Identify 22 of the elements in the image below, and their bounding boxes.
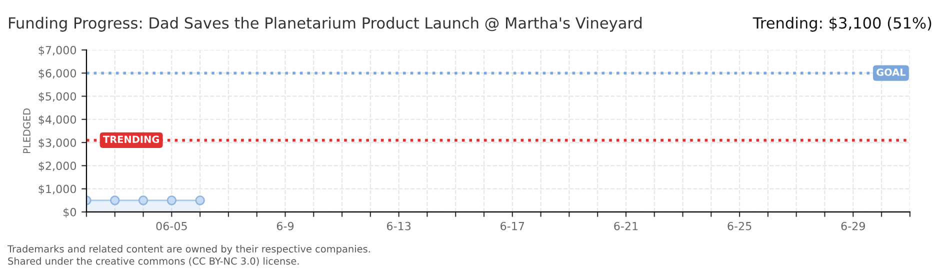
y-tick-label: $2,000 xyxy=(38,161,76,172)
text: Shared under the creative commons (CC BY-NC 3.0) license. xyxy=(8,257,299,266)
x-tick-label: 6-17 xyxy=(500,222,524,230)
y-tick-label: $5,000 xyxy=(38,92,76,102)
y-tick-label: $7,000 xyxy=(38,46,76,56)
y-tick-label: $4,000 xyxy=(38,115,76,126)
y-axis-title: PLEDGED xyxy=(23,108,30,154)
x-tick-label: 6-21 xyxy=(614,222,638,230)
x-tick-label: 6-25 xyxy=(728,222,752,230)
chart-subtitle: Trending: $3,100 (51%) xyxy=(752,16,932,32)
y-tick-label: $6,000 xyxy=(38,68,76,79)
y-tick-label: $0 xyxy=(64,208,76,218)
chart-title: Funding Progress: Dad Saves the Planetarium Product Launch @ Martha's Vineyard xyxy=(9,16,642,32)
ref-line-label: GOAL xyxy=(876,68,906,76)
y-tick-label: $1,000 xyxy=(38,184,76,195)
x-tick-label: 6-29 xyxy=(841,222,865,230)
y-tick-label: $3,000 xyxy=(38,138,76,148)
x-tick-label: 6-13 xyxy=(386,222,411,230)
ref-line-label: TRENDING xyxy=(102,136,159,144)
x-tick-label: 06-05 xyxy=(156,222,187,230)
x-tick-label: 6-9 xyxy=(276,222,294,230)
text: Trademarks and related content are owned by their respective companies. xyxy=(7,245,370,254)
